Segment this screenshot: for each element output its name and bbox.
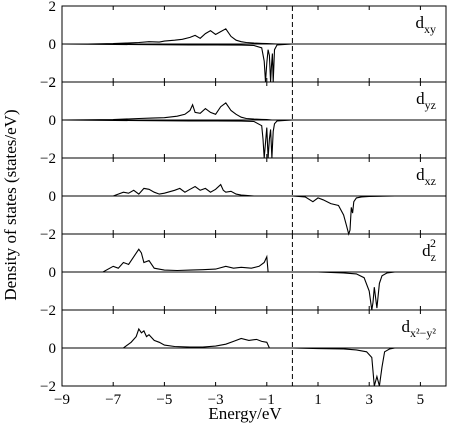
panels-group: 2 0 −2 dxy 2 0 −2 dyz 0 −2 dxz 0 −2 dz2 0 −2 dx²−y² xyxy=(40,0,447,395)
x-tick-label: −3 xyxy=(208,392,224,408)
orbital-label: dz2 xyxy=(422,236,436,264)
y-tick-label: 0 xyxy=(49,341,57,357)
dos-series-up xyxy=(62,327,446,349)
y-tick-label: −2 xyxy=(40,303,56,319)
y-tick-label: 0 xyxy=(49,37,57,53)
y-tick-label: −2 xyxy=(40,379,56,395)
dos-series-up xyxy=(62,183,446,197)
orbital-label-subscript: xy xyxy=(424,22,436,36)
y-tick-label: 2 xyxy=(49,0,57,15)
y-tick-label: −2 xyxy=(40,227,56,243)
orbital-label-subscript: xz xyxy=(425,174,436,188)
dos-series-down xyxy=(62,271,446,311)
dos-series-down xyxy=(62,347,446,387)
y-tick-label: −2 xyxy=(40,75,56,91)
y-tick-label: −2 xyxy=(40,151,56,167)
dos-series-down xyxy=(61,43,446,83)
x-tick-label: −5 xyxy=(156,392,172,408)
y-tick-label: 0 xyxy=(49,265,57,281)
dos-series-up xyxy=(61,102,446,121)
orbital-label: dxz xyxy=(416,165,436,188)
x-tick-label: 3 xyxy=(365,392,373,408)
orbital-label-superscript: 2 xyxy=(430,236,436,250)
y-tick-label: 2 xyxy=(49,75,57,91)
x-tick-label: −9 xyxy=(54,392,70,408)
orbital-label-subscript: yz xyxy=(425,98,436,112)
x-tick-label: 5 xyxy=(417,392,425,408)
y-tick-label: 0 xyxy=(49,113,57,129)
y-tick-label: 0 xyxy=(49,189,57,205)
x-tick-label: −7 xyxy=(105,392,121,408)
x-tick-label: −1 xyxy=(259,392,275,408)
orbital-label: dx²−y² xyxy=(402,317,437,340)
x-tick-label: 1 xyxy=(314,392,322,408)
y-axis-label: Density of states (states/eV) xyxy=(1,109,20,300)
panel-dz2: 0 −2 dz2 xyxy=(40,233,447,319)
panel-dxy: 2 0 −2 dxy xyxy=(40,0,447,91)
panel-dxz: 0 −2 dxz xyxy=(40,157,447,243)
orbital-label-subscript: z xyxy=(431,250,436,264)
x-axis-label: Energy/eV xyxy=(208,404,282,423)
orbital-label: dyz xyxy=(416,89,436,112)
panel-dx2-y2: 0 −2 dx²−y² xyxy=(40,309,447,395)
orbital-label-subscript: x²−y² xyxy=(410,326,436,340)
dos-series-up xyxy=(62,28,446,45)
panel-dyz: 2 0 −2 dyz xyxy=(40,75,447,167)
dos-series-up xyxy=(62,248,446,273)
dos-series-down xyxy=(61,119,446,159)
dos-series-down xyxy=(62,195,446,236)
x-axis: −9 −7 −5 −3 −1 1 3 5 xyxy=(54,392,424,408)
orbital-label: dxy xyxy=(416,13,437,36)
